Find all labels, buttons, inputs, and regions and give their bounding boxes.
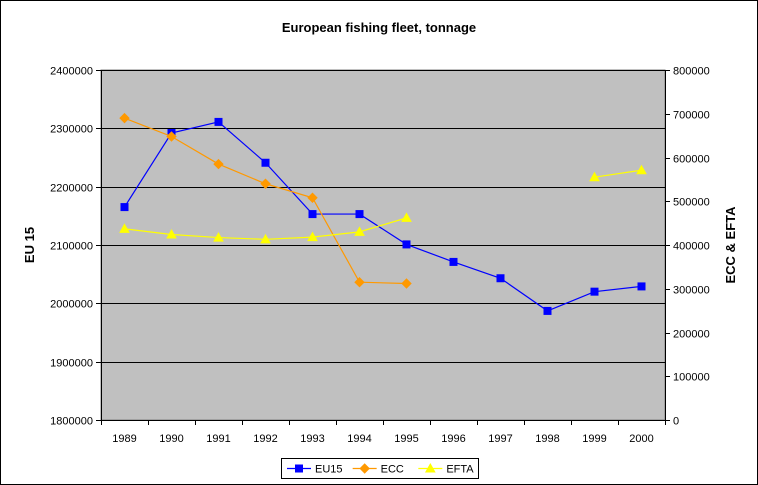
x-tick-label: 1991 <box>206 433 230 445</box>
x-tick-label: 1998 <box>535 433 559 445</box>
chart-title: European fishing fleet, tonnage <box>282 20 476 35</box>
legend-marker-efta <box>424 462 436 473</box>
point-eu15 <box>355 210 364 219</box>
x-tick-label: 2000 <box>629 433 653 445</box>
y-tick-label: 1900000 <box>50 358 93 370</box>
series-line-eu15 <box>123 121 642 312</box>
legend: EU15 ECC EFTA <box>281 458 479 479</box>
x-tick-label: 1990 <box>159 433 183 445</box>
y-tick-label: 2300000 <box>50 124 93 136</box>
series-line-efta <box>594 169 642 178</box>
y2-tick-label: 200000 <box>673 329 710 341</box>
point-ecc <box>166 131 177 142</box>
point-eu15 <box>214 117 223 126</box>
point-efta <box>589 171 600 182</box>
point-eu15 <box>261 158 270 167</box>
y2-tick-label: 600000 <box>673 154 710 166</box>
y-tick-label: 2100000 <box>50 241 93 253</box>
y-axis-label: EU 15 <box>22 227 37 263</box>
x-tick-label: 1989 <box>112 433 136 445</box>
point-ecc <box>260 178 271 189</box>
point-ecc <box>401 278 412 289</box>
point-ecc <box>119 112 130 124</box>
point-eu15 <box>543 306 552 315</box>
y2-tick-label: 800000 <box>673 66 710 78</box>
point-eu15 <box>496 274 505 283</box>
y2-axis-label: ECC & EFTA <box>723 206 738 284</box>
point-eu15 <box>402 240 411 249</box>
legend-box <box>281 458 479 479</box>
point-efta <box>260 233 271 244</box>
x-tick-label: 1992 <box>253 433 277 445</box>
point-eu15 <box>637 282 646 291</box>
legend-marker-eu15 <box>295 464 303 473</box>
point-ecc <box>213 158 224 170</box>
point-eu15 <box>590 287 599 296</box>
point-efta <box>119 223 130 233</box>
legend-label-ecc: ECC <box>381 464 404 476</box>
y2-tick-label: 700000 <box>673 110 710 122</box>
x-tick-label: 1993 <box>300 433 324 445</box>
y2-tick-label: 100000 <box>673 372 710 384</box>
point-ecc <box>354 276 365 288</box>
point-eu15 <box>120 203 129 212</box>
point-ecc <box>307 192 318 203</box>
x-tick-label: 1994 <box>347 433 371 445</box>
y2-tick-label: 0 <box>673 416 679 428</box>
point-efta <box>166 228 177 239</box>
legend-label-eu15: EU15 <box>315 464 343 476</box>
x-tick-label: 1999 <box>582 433 606 445</box>
y-tick-label: 2400000 <box>50 66 93 78</box>
legend-label-efta: EFTA <box>446 464 474 476</box>
y-tick-label: 1800000 <box>50 416 93 428</box>
x-tick-label: 1997 <box>488 433 512 445</box>
point-eu15 <box>308 210 317 219</box>
y2-tick-label: 400000 <box>673 241 710 253</box>
point-efta <box>307 231 318 242</box>
point-eu15 <box>449 257 458 266</box>
point-efta <box>636 164 647 175</box>
x-tick-label: 1995 <box>394 433 418 445</box>
y-tick-label: 2200000 <box>50 183 93 195</box>
point-efta <box>213 232 224 242</box>
x-tick-label: 1996 <box>441 433 465 445</box>
point-efta <box>354 226 365 236</box>
y2-tick-label: 500000 <box>673 197 710 209</box>
point-efta <box>401 212 412 222</box>
y-tick-label: 2000000 <box>50 299 93 311</box>
legend-marker-ecc <box>359 463 370 474</box>
y2-tick-label: 300000 <box>673 285 710 297</box>
